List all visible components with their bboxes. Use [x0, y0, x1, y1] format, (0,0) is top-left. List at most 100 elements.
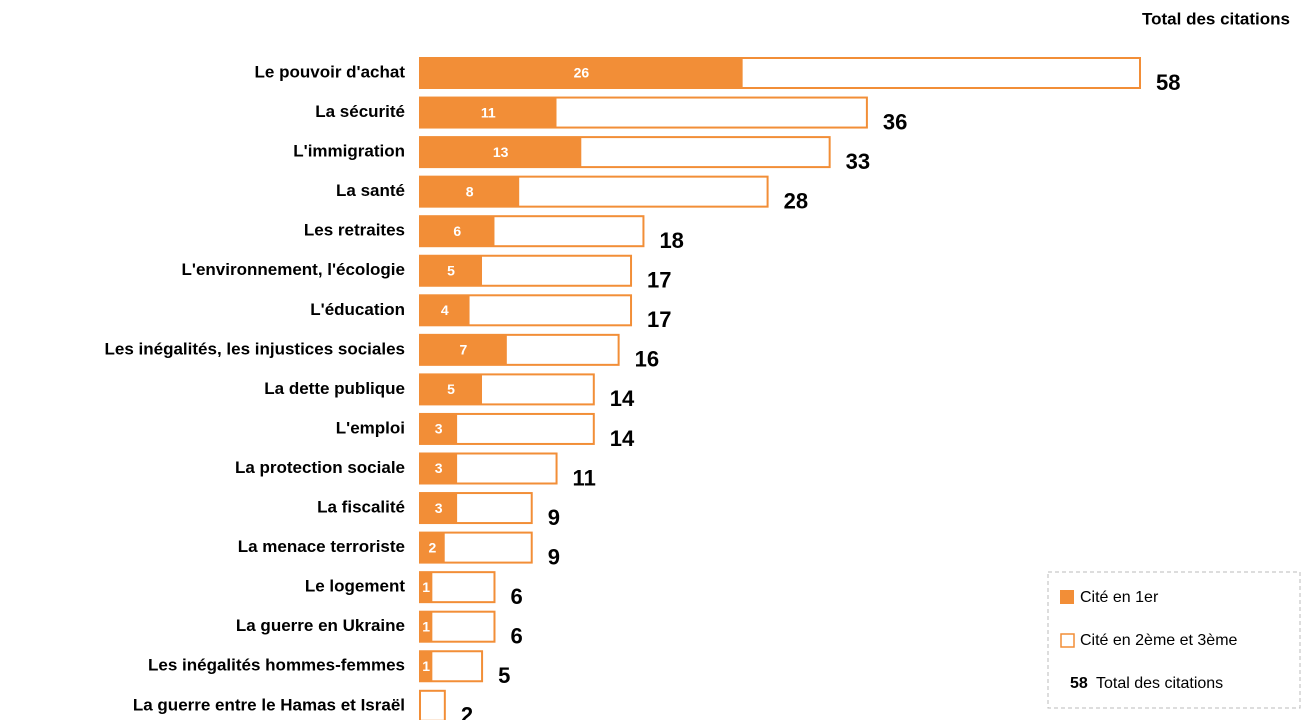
legend-label: Total des citations [1096, 675, 1223, 692]
segment-label: 13 [493, 144, 509, 160]
segment-label: 2 [429, 539, 437, 555]
bar-segment [457, 493, 532, 524]
legend-swatch [1060, 633, 1075, 648]
bar-segment [420, 413, 458, 444]
legend-box [1047, 571, 1301, 709]
bar-segment [420, 255, 483, 286]
category-label: La dette publique [264, 379, 405, 398]
bar-segment [581, 137, 830, 168]
category-label: L'emploi [336, 418, 405, 437]
bar-segment [420, 295, 470, 326]
category-label: La guerre en Ukraine [236, 616, 405, 635]
totals-header: Total des citations [1142, 9, 1290, 28]
category-label: La sécurité [315, 102, 405, 121]
category-label: Le logement [305, 577, 405, 596]
category-label: La protection sociale [235, 458, 405, 477]
total-label: 36 [883, 109, 907, 134]
segment-label: 6 [453, 223, 461, 239]
segment-label: 1 [422, 658, 430, 674]
bar-outline [419, 57, 1141, 89]
bar-outline [419, 175, 769, 208]
category-label: La menace terroriste [238, 537, 405, 556]
legend-label: Cité en 1er [1080, 589, 1159, 606]
total-label: 58 [1156, 70, 1180, 95]
category-label: L'immigration [293, 142, 405, 161]
bar-segment [420, 572, 433, 603]
bar-segment [420, 334, 507, 365]
bar-outline [419, 492, 533, 525]
segment-label: 11 [481, 104, 496, 120]
bar-segment [469, 295, 632, 326]
bar-segment [506, 334, 619, 365]
bar-segment [420, 58, 743, 88]
total-label: 9 [548, 544, 560, 569]
bar-segment [556, 97, 867, 128]
bar-segment [432, 651, 483, 682]
category-label: Le pouvoir d'achat [255, 62, 406, 81]
bar-outline [419, 254, 633, 287]
bar-segment [742, 58, 1140, 88]
segment-label: 3 [435, 421, 443, 437]
bar-segment [420, 453, 458, 484]
bar-segment [482, 374, 594, 405]
segment-label: 5 [447, 262, 455, 278]
bar-outline [419, 294, 633, 327]
bar-segment [482, 255, 632, 286]
bar-outline [419, 136, 831, 169]
bar-segment [420, 97, 557, 128]
category-label: La fiscalité [317, 498, 405, 517]
total-label: 28 [784, 188, 808, 213]
bar-segment [420, 216, 495, 247]
bar-segment [457, 453, 557, 484]
bar-outline [419, 650, 484, 683]
total-label: 6 [510, 584, 522, 609]
bar-segment [420, 137, 582, 168]
total-label: 17 [647, 307, 671, 332]
bar-segment [494, 216, 644, 247]
total-label: 16 [635, 347, 659, 372]
category-label: La santé [336, 181, 405, 200]
total-label: 17 [647, 268, 671, 293]
total-label: 2 [461, 703, 473, 720]
bar-segment [420, 690, 445, 720]
segment-label: 5 [447, 381, 455, 397]
bar-outline [419, 571, 496, 604]
category-label: Les inégalités, les injustices sociales [105, 339, 405, 358]
category-label: La guerre entre le Hamas et Israël [133, 695, 405, 714]
legend-swatch [1060, 590, 1074, 604]
total-label: 33 [846, 149, 870, 174]
bar-outline [419, 333, 620, 366]
bar-segment [420, 374, 483, 405]
segment-label: 26 [574, 65, 590, 81]
bar-outline [419, 610, 496, 643]
bar-segment [420, 651, 433, 682]
category-label: L'environnement, l'écologie [182, 260, 405, 279]
segment-label: 1 [422, 579, 430, 595]
bar-outline [419, 689, 446, 720]
bar-outline [419, 452, 558, 485]
segment-label: 1 [422, 618, 430, 634]
segment-label: 3 [435, 460, 443, 476]
total-label: 6 [510, 624, 522, 649]
bar-segment [420, 532, 445, 563]
total-label: 14 [610, 386, 635, 411]
bar-segment [432, 611, 495, 642]
legend-total-sample: 58 [1070, 675, 1088, 692]
bar-segment [432, 572, 495, 603]
bar-segment [519, 176, 768, 207]
segment-label: 3 [435, 500, 443, 516]
segment-label: 4 [441, 302, 449, 318]
category-label: L'éducation [310, 300, 405, 319]
bar-segment [444, 532, 532, 563]
total-label: 14 [610, 426, 635, 451]
bar-outline [419, 373, 595, 406]
total-label: 18 [659, 228, 683, 253]
bar-segment [420, 176, 520, 207]
bar-outline [419, 412, 595, 445]
total-label: 5 [498, 663, 510, 688]
category-label: Les inégalités hommes-femmes [148, 656, 405, 675]
bar-segment [420, 493, 458, 524]
segment-label: 8 [466, 183, 474, 199]
total-label: 11 [573, 465, 596, 490]
